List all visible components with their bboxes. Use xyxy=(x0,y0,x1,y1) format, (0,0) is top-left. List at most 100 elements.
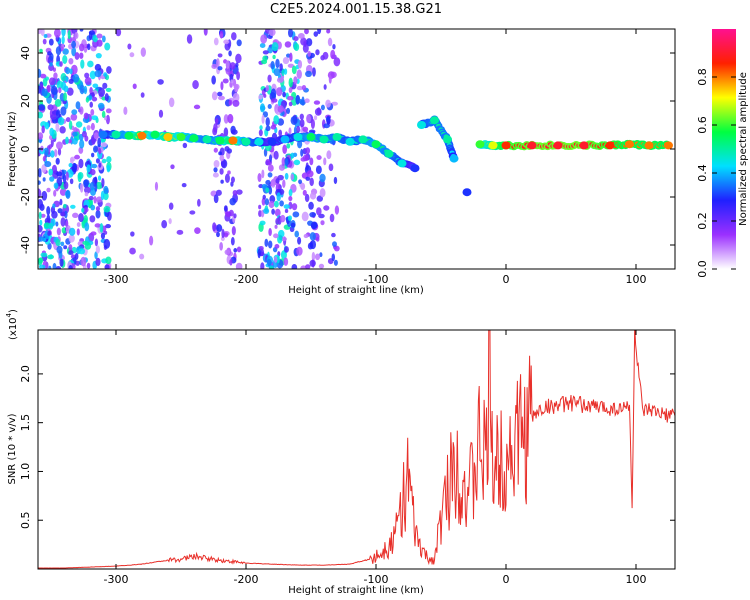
signal-point xyxy=(345,137,355,146)
noise-speckle xyxy=(265,179,271,186)
signal-point xyxy=(449,154,459,163)
noise-speckle xyxy=(42,38,47,45)
noise-speckle xyxy=(55,238,61,247)
noise-speckle xyxy=(290,115,298,125)
noise-speckle xyxy=(78,213,84,223)
noise-speckle xyxy=(56,141,63,150)
noise-speckle xyxy=(170,164,175,170)
noise-speckle xyxy=(49,254,53,259)
noise-speckle xyxy=(158,109,164,118)
noise-speckle xyxy=(222,78,229,84)
noise-speckle xyxy=(265,85,269,92)
signal-point xyxy=(501,141,511,150)
noise-speckle xyxy=(299,119,305,128)
noise-speckle xyxy=(279,63,283,71)
noise-speckle xyxy=(268,29,276,37)
noise-speckle xyxy=(72,212,79,219)
noise-speckle xyxy=(291,263,298,269)
noise-speckle xyxy=(229,259,233,266)
noise-speckle xyxy=(42,177,46,182)
noise-speckle xyxy=(263,208,270,214)
noise-speckle xyxy=(218,95,225,101)
noise-speckle xyxy=(88,30,96,36)
signal-point xyxy=(371,140,381,149)
noise-speckle xyxy=(236,189,243,195)
colorbar: 0.0 0.2 0.4 0.6 0.8 Normalized spectral ampl… xyxy=(696,29,749,278)
noise-speckle xyxy=(267,74,272,83)
snr-frame xyxy=(37,329,676,570)
noise-speckle xyxy=(76,228,80,236)
noise-speckle xyxy=(282,179,286,188)
noise-speckle xyxy=(189,210,196,215)
signal-point xyxy=(254,137,264,146)
noise-speckle xyxy=(227,113,234,124)
snr-y-scale-factor: (x104) xyxy=(5,309,19,340)
noise-speckle xyxy=(100,232,106,240)
noise-speckle xyxy=(296,125,301,133)
noise-speckle xyxy=(262,194,266,200)
noise-speckle xyxy=(224,173,230,183)
noise-speckle xyxy=(315,236,320,242)
noise-speckle xyxy=(48,77,56,86)
noise-speckle xyxy=(103,205,111,213)
signal-point xyxy=(664,141,673,150)
spectrogram-x-ticks: -300 -200 -100 0 100 xyxy=(104,29,647,286)
signal-point xyxy=(605,141,615,150)
noise-speckle xyxy=(123,106,128,115)
noise-speckle xyxy=(97,175,102,181)
noise-speckle xyxy=(55,266,62,269)
noise-speckle xyxy=(66,87,74,96)
signal-point xyxy=(332,133,342,141)
signal-point xyxy=(443,135,452,144)
noise-speckle xyxy=(106,66,112,74)
noise-speckle xyxy=(154,181,159,191)
noise-speckle xyxy=(87,60,94,68)
noise-speckle xyxy=(63,245,68,250)
noise-speckle xyxy=(84,242,92,250)
noise-speckle xyxy=(40,252,48,258)
noise-speckle xyxy=(65,189,71,199)
noise-speckle xyxy=(38,224,43,233)
noise-speckle xyxy=(46,206,51,216)
signal-point xyxy=(397,159,407,168)
snr-y-scale-exponent: 4 xyxy=(5,312,13,317)
noise-speckle xyxy=(228,99,233,106)
noise-speckle xyxy=(98,147,102,155)
signal-point xyxy=(293,133,303,141)
noise-speckle xyxy=(62,55,68,64)
noise-speckle xyxy=(103,185,109,195)
noise-speckle xyxy=(296,246,303,256)
noise-speckle xyxy=(84,222,90,232)
noise-speckle xyxy=(182,142,188,149)
noise-speckle xyxy=(316,207,322,216)
noise-speckle xyxy=(106,156,112,163)
noise-speckle xyxy=(84,77,92,86)
noise-speckle xyxy=(42,77,48,87)
noise-speckle xyxy=(75,121,83,128)
noise-speckle xyxy=(91,163,98,169)
noise-speckle xyxy=(83,112,89,120)
noise-speckle xyxy=(301,96,305,106)
noise-speckle xyxy=(259,43,266,49)
noise-speckle xyxy=(320,104,325,111)
noise-speckle xyxy=(226,148,232,154)
noise-speckle xyxy=(228,50,232,57)
noise-speckle xyxy=(309,259,316,267)
noise-speckle xyxy=(38,68,42,78)
noise-speckle xyxy=(60,241,65,247)
noise-speckle xyxy=(300,265,307,269)
noise-speckle xyxy=(38,111,43,119)
noise-speckle xyxy=(92,35,98,43)
noise-speckle xyxy=(319,173,326,183)
noise-speckle xyxy=(96,33,103,39)
noise-speckle xyxy=(41,164,47,173)
noise-speckle xyxy=(53,149,58,158)
signal-point xyxy=(553,141,563,150)
noise-speckle xyxy=(257,248,261,259)
signal-point xyxy=(163,133,173,141)
noise-speckle xyxy=(43,34,48,39)
noise-speckle xyxy=(211,63,218,69)
noise-speckle xyxy=(157,79,164,85)
noise-speckle xyxy=(267,164,274,172)
